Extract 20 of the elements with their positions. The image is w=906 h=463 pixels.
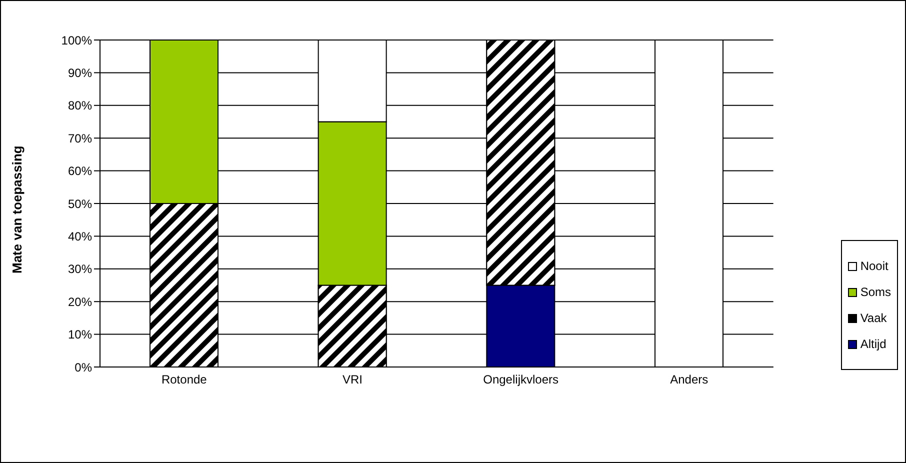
legend-label: Vaak: [860, 311, 887, 325]
y-tick-label: 50%: [68, 196, 92, 211]
legend-label: Soms: [860, 285, 891, 299]
x-tick-label: Anders: [670, 372, 708, 387]
y-tick-label: 60%: [68, 164, 92, 178]
y-tick-label: 20%: [68, 294, 92, 309]
y-tick-label: 40%: [68, 229, 92, 244]
y-tick-label: 70%: [68, 131, 92, 146]
y-tick-label: 100%: [61, 33, 92, 48]
legend-label: Altijd: [860, 337, 886, 351]
y-tick-label: 90%: [68, 66, 92, 80]
y-tick-label: 80%: [68, 98, 92, 113]
legend-label: Nooit: [860, 259, 888, 273]
y-tick-label: 30%: [68, 262, 92, 276]
x-tick-label: Ongelijkvloers: [483, 372, 559, 387]
y-tick-label: 10%: [68, 328, 92, 342]
x-tick-label: VRI: [342, 372, 362, 387]
y-tick-label: 0%: [74, 360, 92, 374]
y-axis-title: Mate van toepassing: [10, 146, 25, 274]
x-tick-label: Rotonde: [161, 372, 208, 387]
